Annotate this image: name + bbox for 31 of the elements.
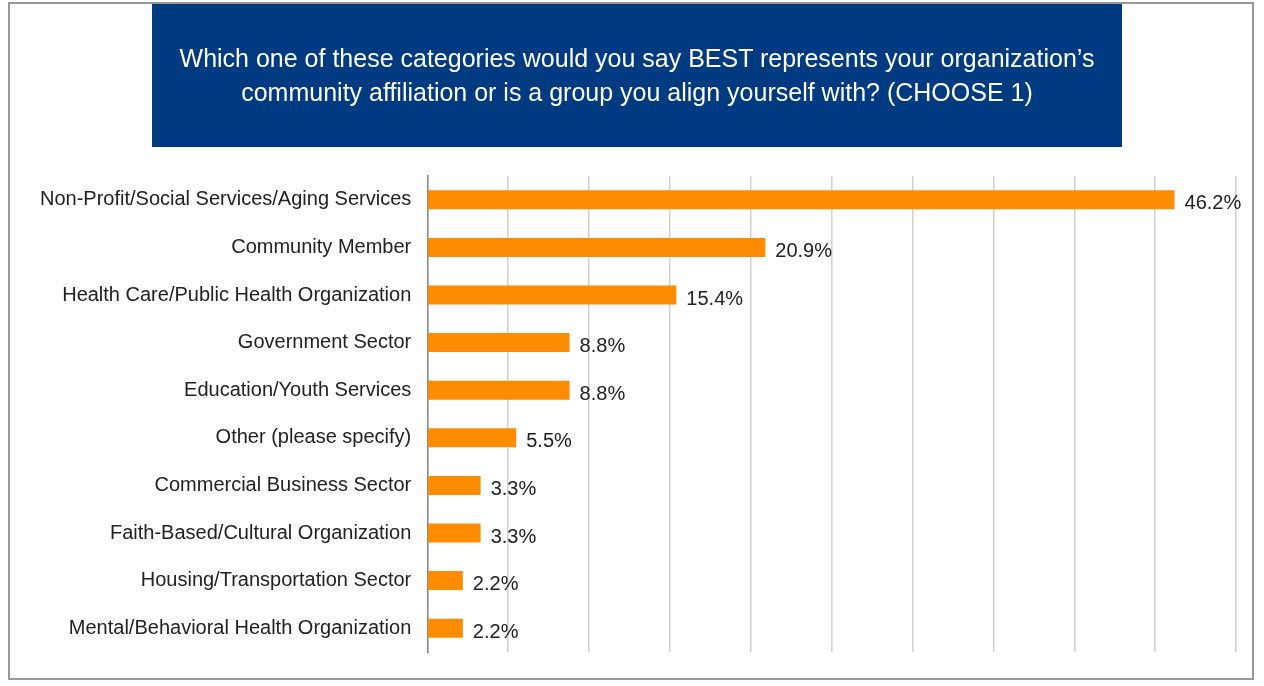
bar bbox=[428, 475, 481, 495]
bar bbox=[428, 285, 677, 305]
y-tick-label: Government Sector bbox=[237, 330, 412, 353]
bar bbox=[428, 618, 463, 638]
bar bbox=[428, 380, 570, 400]
y-tick-label: Other (please specify) bbox=[215, 425, 412, 448]
data-label: 3.3% bbox=[490, 476, 537, 499]
data-label: 2.2% bbox=[472, 619, 519, 642]
y-tick-label: Commercial Business Sector bbox=[154, 472, 412, 495]
chart-title: Which one of these categories would you say BEST represents your organization’s community affiliation or is a group you align yourself with? (CHOOSE 1) bbox=[152, 4, 1122, 147]
y-tick-label: Faith-Based/Cultural Organization bbox=[109, 520, 412, 543]
data-label: 46.2% bbox=[1184, 191, 1242, 214]
bar bbox=[428, 523, 481, 543]
data-label: 8.8% bbox=[579, 334, 626, 357]
y-tick-label: Non-Profit/Social Services/Aging Services bbox=[39, 187, 412, 210]
bar bbox=[428, 237, 766, 257]
bar bbox=[428, 333, 570, 353]
data-label: 3.3% bbox=[490, 524, 537, 547]
data-label: 2.2% bbox=[472, 572, 519, 595]
y-tick-label: Community Member bbox=[231, 234, 412, 257]
y-tick-label: Health Care/Public Health Organization bbox=[62, 282, 412, 305]
y-tick-label: Mental/Behavioral Health Organization bbox=[68, 615, 412, 638]
y-tick-label: Education/Youth Services bbox=[184, 377, 412, 400]
bar bbox=[428, 571, 463, 591]
bar bbox=[428, 190, 1175, 210]
data-label: 20.9% bbox=[775, 238, 833, 261]
bar bbox=[428, 428, 517, 448]
data-label: 5.5% bbox=[526, 429, 573, 452]
data-label: 15.4% bbox=[686, 286, 744, 309]
y-tick-label: Housing/Transportation Sector bbox=[140, 568, 412, 591]
data-label: 8.8% bbox=[579, 381, 626, 404]
